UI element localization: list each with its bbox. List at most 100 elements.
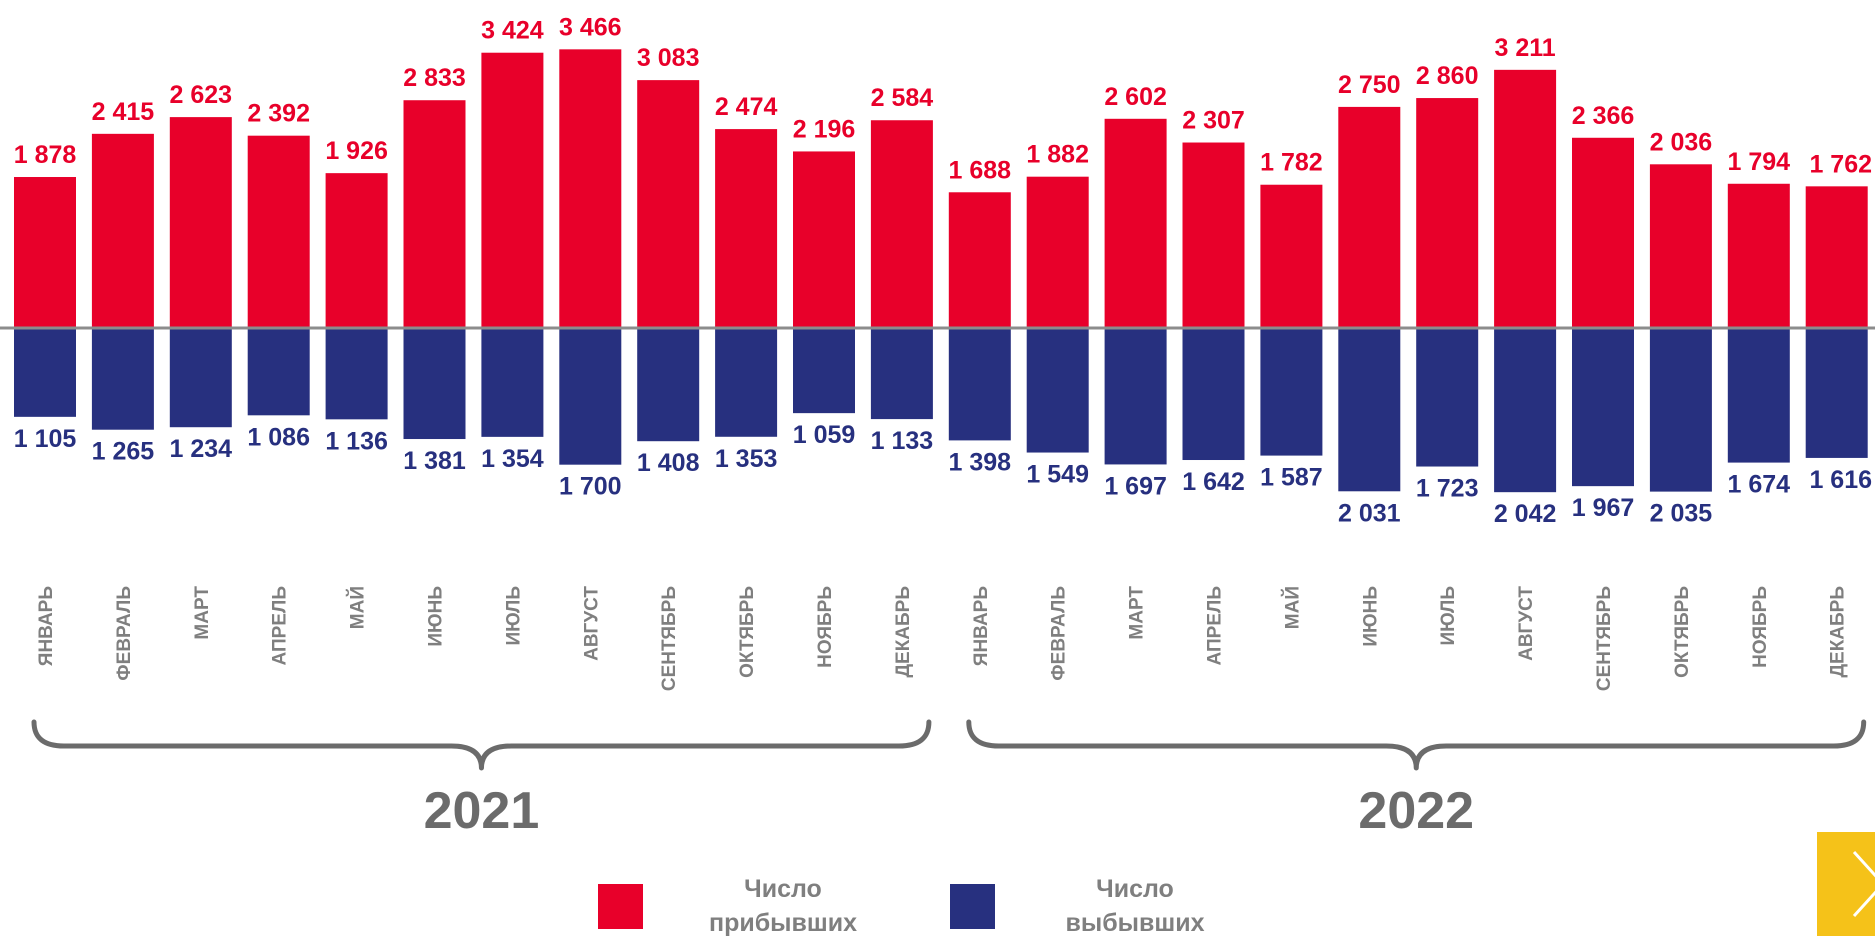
arrivals-bar bbox=[793, 151, 855, 328]
arrivals-bar bbox=[247, 135, 310, 328]
arrivals-value-label: 2 036 bbox=[1650, 128, 1713, 156]
legend-departures-line1: Число bbox=[1096, 875, 1174, 903]
departures-value-label: 1 587 bbox=[1260, 464, 1323, 492]
departures-bar bbox=[1026, 328, 1089, 453]
arrivals-bar bbox=[1026, 176, 1089, 328]
month-label: АВГУСТ bbox=[1516, 586, 1537, 661]
arrivals-bar bbox=[870, 120, 933, 328]
month-label: ДЕКАБРЬ bbox=[1828, 586, 1849, 678]
month-label: ИЮЛЬ bbox=[1438, 586, 1459, 646]
departures-value-label: 1 967 bbox=[1572, 494, 1635, 522]
arrivals-labels: 1 878 2 415 2 623 2 392 1 926 2 833 3 424 3 466… bbox=[14, 13, 1872, 184]
departures-value-label: 2 035 bbox=[1650, 500, 1713, 528]
departures-value-label: 1 136 bbox=[325, 427, 388, 455]
departures-value-label: 2 031 bbox=[1338, 499, 1401, 527]
month-label: АПРЕЛЬ bbox=[1205, 586, 1226, 665]
departures-value-label: 1 353 bbox=[715, 445, 778, 473]
month-labels: ЯНВАРЬ ФЕВРАЛЬ МАРТ АПРЕЛЬ МАЙ ИЮНЬ ИЮЛЬ АВГУСТ… bbox=[36, 586, 1849, 692]
arrivals-value-label: 3 424 bbox=[481, 17, 544, 45]
month-label: АПРЕЛЬ bbox=[270, 586, 291, 665]
next-slide-button[interactable] bbox=[1817, 832, 1875, 936]
departures-bar bbox=[1416, 328, 1479, 467]
month-label: ЯНВАРЬ bbox=[971, 586, 992, 666]
arrivals-bar bbox=[1182, 142, 1245, 328]
arrivals-value-label: 1 688 bbox=[949, 156, 1012, 184]
month-label: НОЯБРЬ bbox=[1750, 586, 1771, 668]
year-brace bbox=[966, 719, 1867, 771]
month-label: МАЙ bbox=[347, 586, 369, 629]
arrivals-bar bbox=[1572, 137, 1634, 328]
arrivals-bar bbox=[1494, 69, 1557, 328]
departures-value-label: 1 086 bbox=[247, 423, 310, 451]
month-label: НОЯБРЬ bbox=[815, 586, 836, 668]
chevron-right-icon bbox=[1852, 850, 1875, 918]
arrivals-bar bbox=[1104, 118, 1167, 329]
arrivals-bar bbox=[1416, 98, 1479, 328]
departures-bar bbox=[1727, 328, 1790, 463]
month-label: ЯНВАРЬ bbox=[36, 586, 57, 666]
arrivals-value-label: 2 602 bbox=[1104, 83, 1167, 111]
arrivals-value-label: 2 623 bbox=[170, 81, 233, 109]
departures-bar bbox=[1805, 328, 1868, 458]
month-label: МАРТ bbox=[1127, 586, 1148, 640]
arrivals-bar bbox=[948, 192, 1011, 328]
legend-arrivals-line1: Число bbox=[744, 875, 822, 903]
arrivals-value-label: 2 196 bbox=[793, 115, 856, 143]
month-label: ИЮНЬ bbox=[426, 586, 447, 647]
month-label: ИЮНЬ bbox=[1360, 586, 1381, 647]
legend-label-arrivals: Число прибывших bbox=[703, 872, 863, 940]
departures-bars bbox=[14, 328, 1868, 493]
arrivals-bar bbox=[169, 117, 232, 328]
departures-value-label: 1 398 bbox=[949, 448, 1012, 476]
arrivals-bar bbox=[91, 133, 154, 328]
arrivals-value-label: 1 762 bbox=[1809, 150, 1872, 178]
arrivals-bar bbox=[1260, 184, 1323, 328]
arrivals-bar bbox=[1805, 186, 1868, 328]
arrivals-value-label: 2 366 bbox=[1572, 102, 1635, 130]
legend-item-arrivals: Число прибывших bbox=[598, 872, 863, 940]
departures-bar bbox=[1494, 328, 1557, 493]
month-label: СЕНТЯБРЬ bbox=[1594, 586, 1615, 691]
departures-value-label: 1 674 bbox=[1728, 471, 1791, 499]
departures-bar bbox=[14, 328, 76, 417]
legend-arrivals-line2: прибывших bbox=[708, 909, 857, 937]
legend-swatch-departures bbox=[950, 883, 995, 929]
month-label: ОКТЯБРЬ bbox=[1672, 586, 1693, 678]
departures-value-label: 1 549 bbox=[1026, 461, 1089, 489]
departures-bar bbox=[1260, 328, 1323, 456]
arrivals-value-label: 1 882 bbox=[1026, 141, 1089, 169]
legend-swatch-arrivals bbox=[598, 883, 643, 929]
departures-bar bbox=[91, 328, 154, 430]
arrivals-bar bbox=[403, 100, 466, 328]
arrivals-bar bbox=[1338, 106, 1401, 329]
legend-item-departures: Число выбывших bbox=[950, 872, 1215, 940]
departures-value-label: 1 133 bbox=[871, 427, 934, 455]
arrivals-bar bbox=[1649, 164, 1712, 328]
year-label: 2022 bbox=[1358, 782, 1474, 840]
arrivals-value-label: 1 878 bbox=[14, 141, 77, 169]
departures-bar bbox=[1182, 328, 1245, 461]
arrivals-bar bbox=[559, 49, 622, 329]
arrivals-value-label: 3 083 bbox=[637, 44, 700, 72]
arrivals-value-label: 1 782 bbox=[1260, 149, 1323, 177]
departures-bar bbox=[481, 328, 544, 437]
departures-labels: 1 105 1 265 1 234 1 086 1 136 1 381 1 354 1 700… bbox=[14, 421, 1872, 528]
month-label: МАЙ bbox=[1281, 586, 1303, 629]
month-label: ФЕВРАЛЬ bbox=[1049, 586, 1070, 681]
month-label: ОКТЯБРЬ bbox=[737, 586, 758, 678]
departures-value-label: 1 408 bbox=[637, 449, 700, 477]
departures-value-label: 1 616 bbox=[1809, 466, 1872, 494]
arrivals-value-label: 2 750 bbox=[1338, 71, 1401, 99]
arrivals-bar bbox=[715, 129, 778, 328]
departures-bar bbox=[715, 328, 778, 437]
departures-bar bbox=[325, 328, 388, 420]
month-label: ИЮЛЬ bbox=[503, 586, 524, 646]
departures-bar bbox=[637, 328, 700, 442]
departures-bar bbox=[169, 328, 232, 428]
year-label: 2021 bbox=[424, 782, 540, 840]
departures-value-label: 1 697 bbox=[1104, 472, 1167, 500]
departures-value-label: 1 381 bbox=[403, 447, 466, 475]
legend-label-departures: Число выбывших bbox=[1055, 872, 1215, 940]
year-groups: 2021 2022 bbox=[31, 719, 1867, 840]
